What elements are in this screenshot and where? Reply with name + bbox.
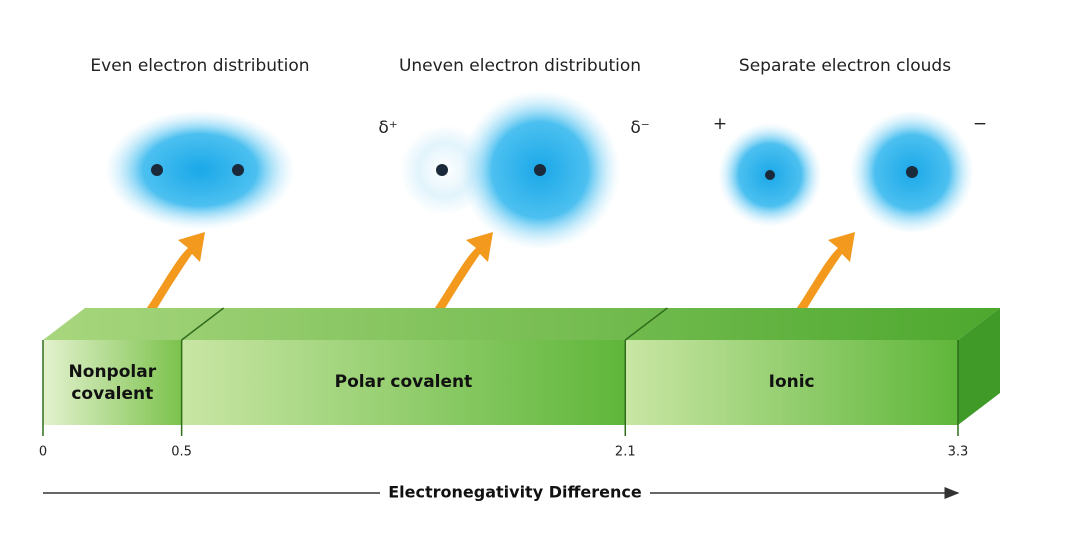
tick-label: 2.1 (615, 445, 636, 460)
panel-title: Separate electron clouds (739, 56, 951, 76)
nucleus (765, 170, 775, 180)
tick-label: 3.3 (948, 445, 969, 460)
nucleus (534, 164, 546, 176)
charge: + (713, 114, 727, 134)
region (181, 340, 626, 425)
partial-charge: δ⁻ (630, 118, 649, 138)
axis-label: Electronegativity Difference (388, 483, 642, 502)
panel-polar: Uneven electron distribution δ⁺ δ⁻ (378, 56, 650, 320)
nucleus (151, 164, 163, 176)
region-divider (624, 307, 668, 341)
electron-cloud (105, 110, 295, 230)
nucleus (436, 164, 448, 176)
tick-label: 0 (39, 445, 47, 460)
region-label: Ionic (769, 372, 815, 392)
panel-title: Even electron distribution (90, 56, 309, 76)
arrow (790, 232, 855, 320)
region-label: Polar covalent (335, 372, 473, 392)
region-label: Nonpolar covalent (69, 362, 157, 404)
panel-nonpolar: Even electron distribution (90, 56, 310, 320)
charge: − (973, 114, 987, 134)
nucleus (906, 166, 918, 178)
partial-charge: δ⁺ (378, 118, 397, 138)
panel-title: Uneven electron distribution (399, 56, 641, 76)
region-divider (181, 307, 225, 341)
scale-bar: Nonpolar covalent Polar covalent Ionic (43, 308, 1000, 425)
arrow (140, 232, 205, 320)
bar-side (958, 308, 1000, 425)
region (43, 340, 182, 425)
panel-ionic: Separate electron clouds + − (713, 56, 987, 320)
nucleus (232, 164, 244, 176)
bar-top (43, 308, 1000, 340)
region (625, 340, 958, 425)
arrow (428, 232, 493, 320)
tick-label: 0.5 (171, 445, 192, 460)
